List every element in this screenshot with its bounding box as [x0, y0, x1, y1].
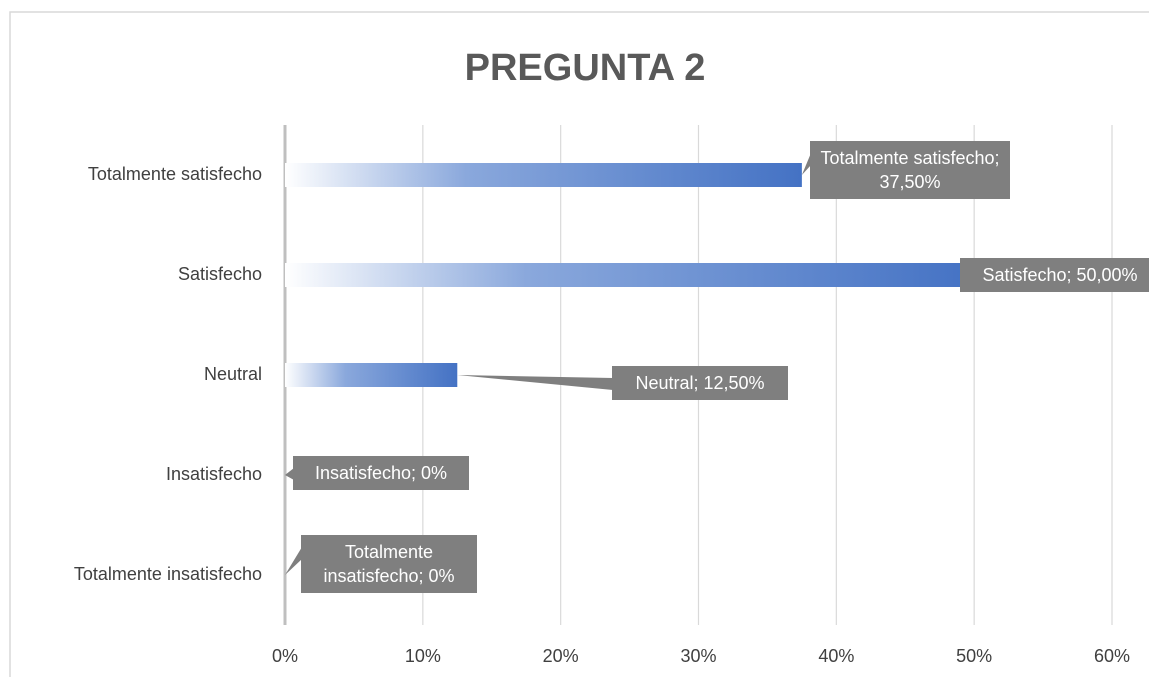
x-tick-label: 30% — [680, 646, 716, 666]
data-label: Totalmente satisfecho; 37,50% — [810, 141, 1010, 199]
y-tick-label: Neutral — [204, 364, 262, 384]
label-leader — [801, 153, 811, 175]
bar — [285, 363, 458, 387]
data-label: Satisfecho; 50,00% — [960, 258, 1149, 292]
y-tick-label: Insatisfecho — [166, 464, 262, 484]
x-tick-label: 10% — [405, 646, 441, 666]
bar — [285, 263, 975, 287]
y-tick-label: Totalmente satisfecho — [88, 164, 262, 184]
chart-frame — [9, 11, 1149, 677]
data-label: Neutral; 12,50% — [612, 366, 788, 400]
label-leader — [457, 375, 613, 390]
x-tick-label: 20% — [543, 646, 579, 666]
data-label: Totalmente insatisfecho; 0% — [301, 535, 477, 593]
x-tick-label: 50% — [956, 646, 992, 666]
y-tick-label: Satisfecho — [178, 264, 262, 284]
x-tick-label: 0% — [272, 646, 298, 666]
data-label: Insatisfecho; 0% — [293, 456, 469, 490]
bar — [285, 163, 802, 187]
y-tick-label: Totalmente insatisfecho — [74, 564, 262, 584]
x-tick-label: 40% — [818, 646, 854, 666]
label-leader — [285, 547, 302, 575]
label-leader — [285, 468, 294, 480]
chart-title: PREGUNTA 2 — [465, 47, 706, 89]
x-tick-label: 60% — [1094, 646, 1130, 666]
